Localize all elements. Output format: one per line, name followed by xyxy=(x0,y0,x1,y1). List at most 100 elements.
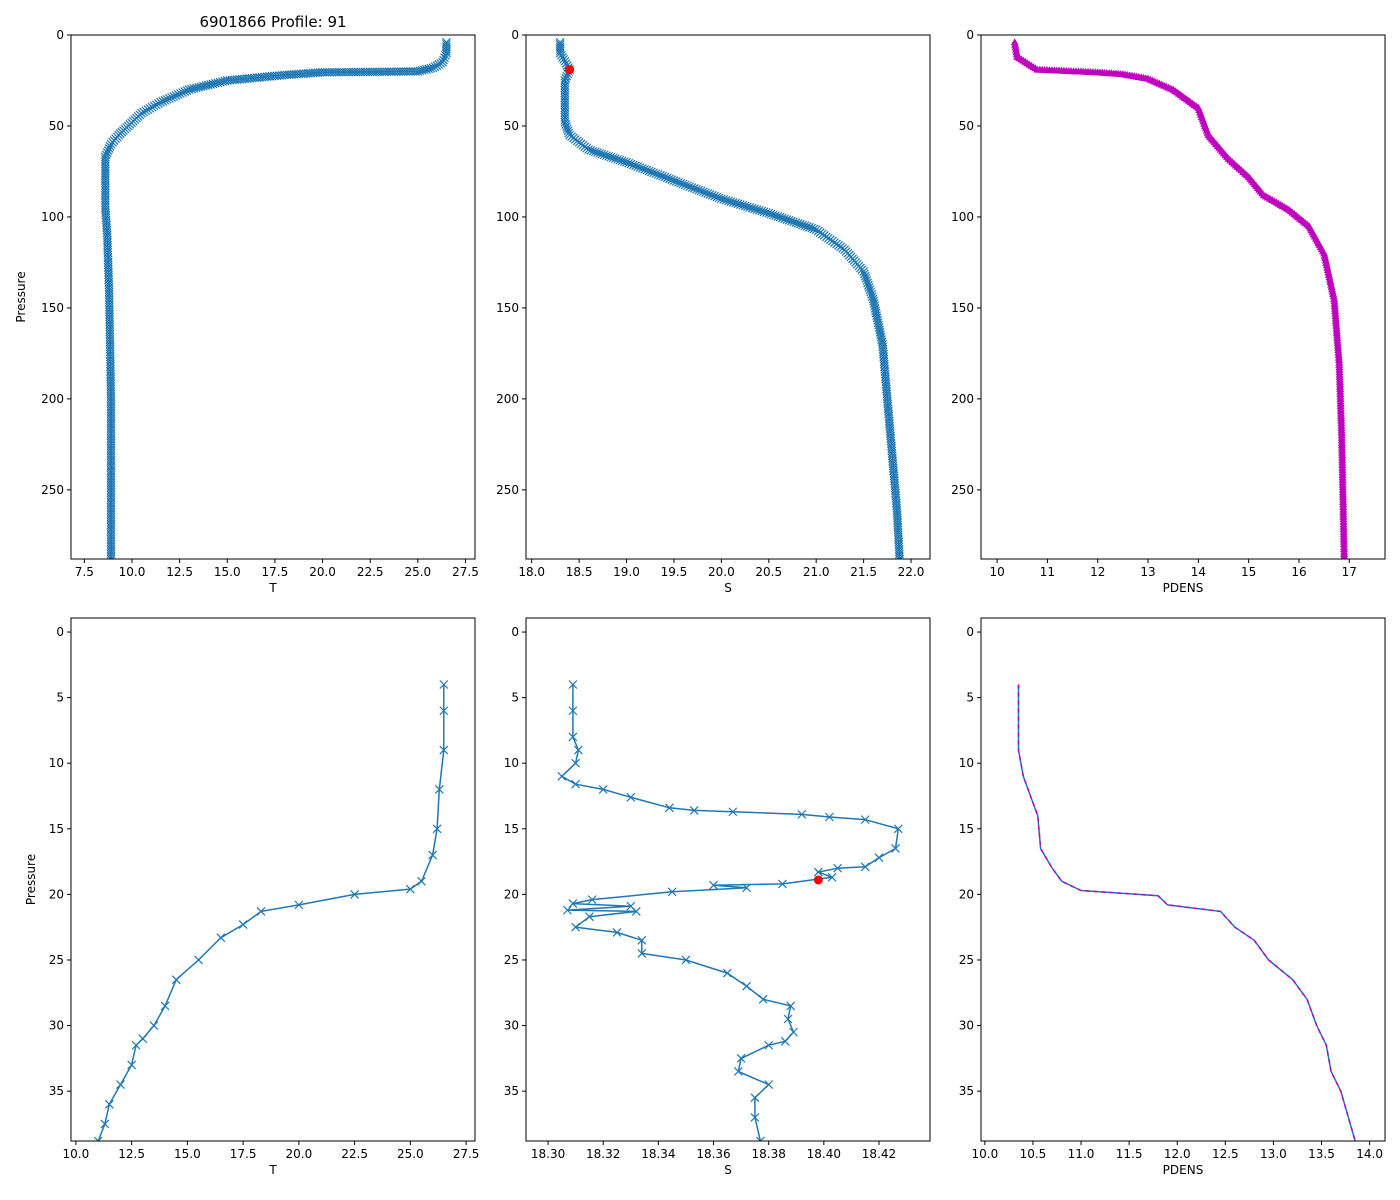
y-tick-label: 100 xyxy=(496,210,519,224)
data-point-x-marker xyxy=(158,96,168,106)
data-point-x-marker xyxy=(644,166,654,176)
data-point-x-marker xyxy=(681,955,691,965)
x-tick-label: 20.0 xyxy=(708,565,735,579)
data-point-x-marker xyxy=(689,183,699,193)
data-point-x-marker xyxy=(750,1112,760,1122)
y-tick-label: 150 xyxy=(41,301,64,315)
data-point-x-marker xyxy=(417,876,426,886)
data-point-x-marker xyxy=(707,190,717,200)
data-point-x-marker xyxy=(722,968,732,978)
x-tick-label: 13.0 xyxy=(1260,1147,1287,1161)
data-point-x-marker xyxy=(660,172,670,182)
x-tick-label: 18.32 xyxy=(586,1147,620,1161)
data-point-x-marker xyxy=(893,824,903,834)
y-tick-label: 30 xyxy=(504,1019,519,1033)
data-point-x-marker xyxy=(664,803,674,813)
data-point-x-marker xyxy=(701,188,710,198)
subplot-bottom-temperature: 10.0 12.5 15.0 17.5 20.0 22.5 25.0 27.5 0 5 10 15 20… xyxy=(24,617,480,1177)
data-point-x-marker xyxy=(683,181,692,191)
x-tick-label: 11.0 xyxy=(1068,1147,1095,1161)
data-point-x-marker xyxy=(238,920,248,929)
data-point-x-marker xyxy=(789,1027,798,1037)
data-point-x-marker xyxy=(667,175,677,185)
x-tick-label: 18.40 xyxy=(807,1147,841,1161)
data-point-x-marker xyxy=(256,907,266,916)
data-point-x-marker xyxy=(736,1053,746,1063)
data-point-x-marker xyxy=(106,554,116,559)
figure-title: 6901866 Profile: 91 xyxy=(199,13,346,31)
x-tick-label: 25.0 xyxy=(397,1147,424,1161)
data-point-x-marker xyxy=(562,905,572,915)
data-point-x-marker xyxy=(833,863,843,873)
data-point-x-marker xyxy=(432,824,442,834)
data-point-x-marker xyxy=(726,197,736,207)
data-point-x-marker xyxy=(895,554,905,559)
data-point-x-marker xyxy=(860,862,870,872)
y-tick-label: 150 xyxy=(951,301,974,315)
x-axis-label: PDENS xyxy=(1163,1163,1204,1177)
data-point-x-marker xyxy=(703,189,713,198)
x-tick-label: 10.0 xyxy=(119,565,146,579)
subplot-bottom-pdens: 10.0 10.5 11.0 11.5 12.0 12.5 13.0 13.5 14.0 0 5 10… xyxy=(959,617,1386,1177)
data-point-x-marker xyxy=(560,56,570,66)
data-point-x-marker xyxy=(651,169,661,179)
data-point-x-marker xyxy=(154,99,163,108)
data-point-x-marker xyxy=(757,206,767,216)
data-point-x-marker xyxy=(676,178,686,188)
y-tick-label: 10 xyxy=(504,756,519,770)
data-point-x-marker xyxy=(895,552,904,559)
data-point-x-marker xyxy=(721,195,731,205)
data-point-x-marker xyxy=(587,895,597,905)
data-point-x-marker xyxy=(758,994,768,1004)
x-tick-label: 12.5 xyxy=(1212,1147,1239,1161)
x-axis-label: PDENS xyxy=(1163,581,1204,595)
data-point-x-marker xyxy=(557,771,567,781)
data-point-x-marker xyxy=(783,1014,793,1024)
x-tick-label: 13 xyxy=(1140,565,1155,579)
data-point-x-marker xyxy=(755,1136,765,1141)
data-point-x-marker xyxy=(441,48,451,58)
x-tick-label: 19.5 xyxy=(661,565,688,579)
y-tick-label: 30 xyxy=(959,1019,974,1033)
data-point-x-marker xyxy=(171,91,181,100)
data-point-x-marker xyxy=(735,200,745,209)
y-tick-label: 250 xyxy=(496,483,519,497)
x-tick-label: 16 xyxy=(1291,565,1306,579)
data-point-x-marker xyxy=(439,680,449,689)
data-point-x-marker xyxy=(733,199,743,209)
subplot-bottom-salinity: 18.30 18.32 18.34 18.36 18.38 18.40 18.42 0 5 10 1… xyxy=(504,617,931,1177)
data-point-x-marker xyxy=(585,912,594,922)
data-point-x-marker xyxy=(649,168,659,178)
data-point-x-marker xyxy=(184,85,194,95)
data-point-x-marker xyxy=(653,170,663,179)
data-point-x-marker xyxy=(692,184,701,194)
data-point-triangle-marker xyxy=(1341,555,1347,559)
series-line xyxy=(560,684,900,1141)
data-point-x-marker xyxy=(637,948,647,958)
x-tick-label: 18.30 xyxy=(531,1147,565,1161)
data-point-x-marker xyxy=(169,92,179,101)
data-point-x-marker xyxy=(143,105,153,115)
data-point-x-marker xyxy=(194,955,203,965)
plot-area xyxy=(555,37,905,559)
data-point-x-marker xyxy=(809,224,819,234)
x-tick-label: 21.0 xyxy=(803,565,830,579)
y-tick-label: 5 xyxy=(511,691,519,705)
data-point-x-marker xyxy=(745,203,755,212)
data-point-x-marker xyxy=(665,174,674,184)
y-tick-label: 0 xyxy=(56,28,64,42)
data-point-x-marker xyxy=(742,981,752,991)
data-point-x-marker xyxy=(637,935,647,945)
data-point-x-marker xyxy=(350,889,360,899)
x-tick-label: 11.5 xyxy=(1116,1147,1143,1161)
x-tick-label: 22.5 xyxy=(357,565,384,579)
x-tick-label: 10.0 xyxy=(971,1147,998,1161)
y-tick-label: 250 xyxy=(41,483,64,497)
x-tick-label: 18.0 xyxy=(518,565,545,579)
data-point-x-marker xyxy=(162,94,172,104)
data-point-x-marker xyxy=(750,204,759,214)
x-tick-label: 27.5 xyxy=(453,1147,480,1161)
y-tick-label: 50 xyxy=(959,119,974,133)
data-point-x-marker xyxy=(178,88,187,97)
